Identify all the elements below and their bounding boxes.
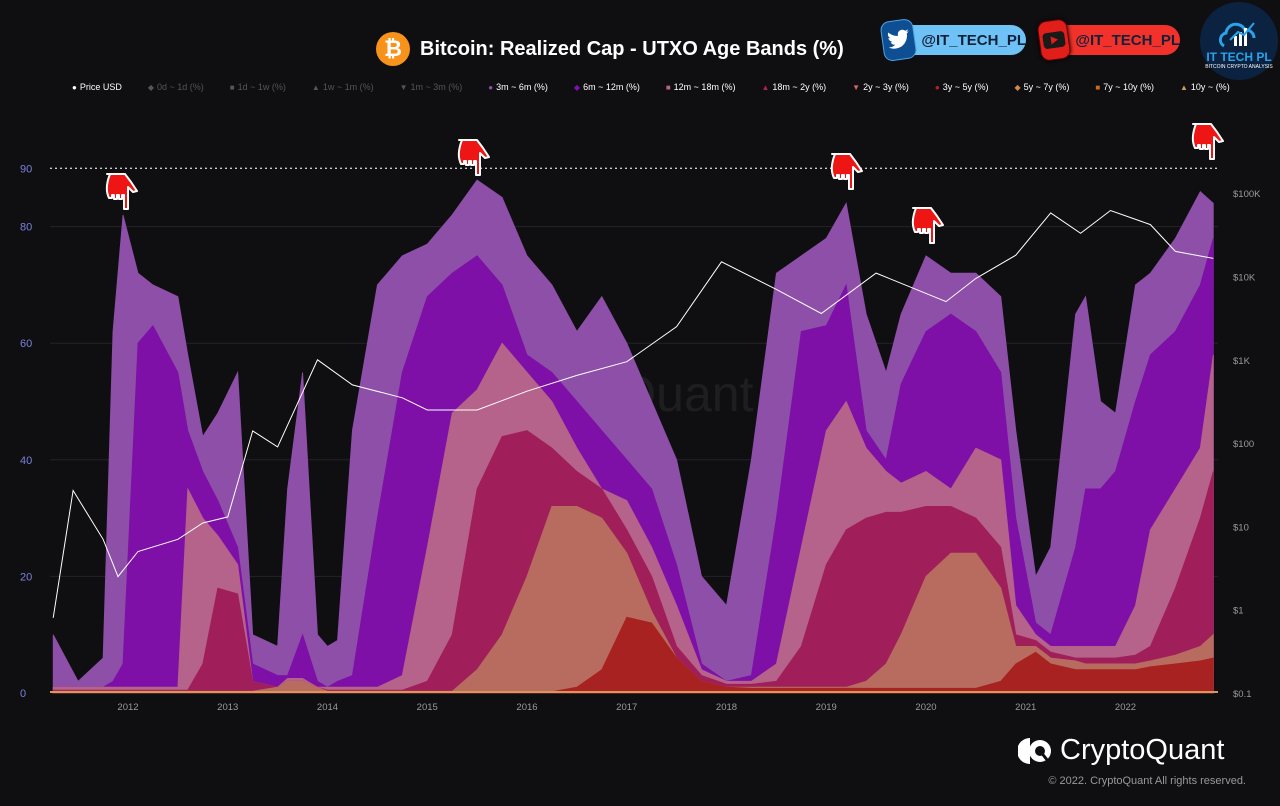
legend-item[interactable]: ▲ 1w ~ 1m (%) xyxy=(312,82,374,92)
legend: ● Price USD ◆ 0d ~ 1d (%) ■ 1d ~ 1w (%) ▲ 1w ~ … xyxy=(72,82,1256,92)
legend-marker-icon: ▲ xyxy=(761,82,770,92)
y-right-tick-label: $0.1 xyxy=(1233,689,1252,700)
youtube-handle: @IT_TECH_PL xyxy=(1075,31,1180,49)
legend-item[interactable]: ▲ 10y ~ (%) xyxy=(1180,82,1230,92)
brand-name: CryptoQuant xyxy=(1060,734,1225,766)
legend-label: 1d ~ 1w (%) xyxy=(237,82,286,92)
legend-label: 7y ~ 10y (%) xyxy=(1103,82,1154,92)
y-left-tick-label: 90 xyxy=(20,163,32,175)
legend-marker-icon: ▲ xyxy=(311,82,320,92)
y-right-tick-label: $1K xyxy=(1233,356,1251,367)
legend-marker-icon: ■ xyxy=(665,82,671,92)
youtube-icon xyxy=(1036,18,1072,62)
y-right-tick-label: $10 xyxy=(1233,522,1249,533)
x-tick-label: 2016 xyxy=(516,702,537,713)
legend-label: 2y ~ 3y (%) xyxy=(863,82,909,92)
legend-marker-icon: ◆ xyxy=(147,82,155,92)
legend-item[interactable]: ● Price USD xyxy=(72,82,122,92)
area-bands xyxy=(50,179,1218,694)
x-tick-label: 2020 xyxy=(915,702,936,713)
logo-subtitle: BITCOIN CRYPTO ANALYSIS xyxy=(1205,64,1273,70)
legend-item[interactable]: ◆ 5y ~ 7y (%) xyxy=(1014,82,1069,92)
y-right-tick-label: $100 xyxy=(1233,439,1254,450)
copyright: © 2022. CryptoQuant All rights reserved. xyxy=(1048,775,1246,787)
price-line-group xyxy=(52,209,1214,618)
legend-marker-icon: ▲ xyxy=(1180,82,1188,92)
pointing-hand-icon xyxy=(457,139,490,176)
y-right-tick-label: $10K xyxy=(1233,273,1256,284)
pointing-hand-icon xyxy=(830,153,863,190)
legend-item[interactable]: ◆ 6m ~ 12m (%) xyxy=(574,82,640,92)
legend-item[interactable]: ▼ 2y ~ 3y (%) xyxy=(852,82,909,92)
pointing-hand-icon xyxy=(1191,123,1224,160)
legend-item[interactable]: ■ 12m ~ 18m (%) xyxy=(666,82,736,92)
x-tick-label: 2017 xyxy=(616,702,637,713)
legend-label: 10y ~ (%) xyxy=(1190,82,1230,92)
legend-label: Price USD xyxy=(79,82,122,92)
legend-item[interactable]: ▼ 1m ~ 3m (%) xyxy=(400,82,463,92)
legend-label: 1w ~ 1m (%) xyxy=(322,82,374,92)
y-left-tick-label: 0 xyxy=(20,688,26,700)
cryptoquant-icon xyxy=(1018,737,1051,764)
logo-text: IT TECH PL xyxy=(1206,50,1272,64)
youtube-badge[interactable]: @IT_TECH_PL xyxy=(1036,18,1180,62)
legend-marker-icon: ▼ xyxy=(399,82,408,92)
legend-item[interactable]: ● 3y ~ 5y (%) xyxy=(935,82,989,92)
legend-label: 1m ~ 3m (%) xyxy=(410,82,463,92)
legend-item[interactable]: ◆ 0d ~ 1d (%) xyxy=(148,82,204,92)
x-tick-label: 2018 xyxy=(716,702,737,713)
legend-marker-icon: ◆ xyxy=(573,82,581,92)
axes: 0 20 40 60 80 90 $0.1 $1 $10 $100 $1K $10K $100K 2012… xyxy=(20,163,1261,713)
y-right-tick-label: $100K xyxy=(1233,189,1261,200)
legend-marker-icon: ● xyxy=(934,82,940,92)
bitcoin-icon: ₿ xyxy=(376,32,410,66)
twitter-icon xyxy=(879,17,918,63)
legend-marker-icon: ■ xyxy=(1095,82,1101,92)
legend-label: 5y ~ 7y (%) xyxy=(1023,82,1070,92)
y-left-tick-label: 40 xyxy=(20,455,32,467)
twitter-handle: @IT_TECH_PL xyxy=(921,31,1026,49)
x-tick-label: 2021 xyxy=(1015,702,1036,713)
twitter-badge[interactable]: @IT_TECH_PL xyxy=(879,17,1026,63)
x-tick-label: 2019 xyxy=(816,702,837,713)
title-text: Bitcoin: Realized Cap - UTXO Age Bands (… xyxy=(420,37,844,60)
price-line xyxy=(52,209,1214,618)
chart-title: ₿ Bitcoin: Realized Cap - UTXO Age Bands… xyxy=(376,32,844,66)
legend-item[interactable]: ● 3m ~ 6m (%) xyxy=(488,82,548,92)
legend-marker-icon: ● xyxy=(72,82,77,92)
cryptoquant-logo: CryptoQuant xyxy=(1018,734,1224,767)
y-left-tick-label: 60 xyxy=(20,338,32,350)
legend-label: 3y ~ 5y (%) xyxy=(942,82,989,92)
legend-marker-icon: ■ xyxy=(229,82,235,92)
legend-label: 3m ~ 6m (%) xyxy=(496,82,548,92)
x-tick-label: 2012 xyxy=(117,702,138,713)
legend-item[interactable]: ■ 7y ~ 10y (%) xyxy=(1095,82,1154,92)
legend-marker-icon: ▼ xyxy=(852,82,861,92)
legend-label: 0d ~ 1d (%) xyxy=(157,82,204,92)
it-tech-pl-logo: IT TECH PL BITCOIN CRYPTO ANALYSIS xyxy=(1200,2,1278,80)
x-tick-label: 2014 xyxy=(317,702,338,713)
legend-item[interactable]: ▲ 18m ~ 2y (%) xyxy=(761,82,826,92)
pointing-hand-icon xyxy=(911,207,944,244)
x-tick-label: 2015 xyxy=(417,702,438,713)
legend-marker-icon: ◆ xyxy=(1014,82,1021,92)
legend-label: 18m ~ 2y (%) xyxy=(772,82,827,92)
y-left-tick-label: 20 xyxy=(20,571,32,583)
cloud-chart-icon xyxy=(1218,22,1256,48)
x-tick-label: 2022 xyxy=(1115,702,1136,713)
x-tick-label: 2013 xyxy=(217,702,238,713)
y-left-tick-label: 80 xyxy=(20,222,32,234)
pointing-hand-icon xyxy=(105,173,138,210)
peak-markers xyxy=(105,123,1224,244)
legend-item[interactable]: ■ 1d ~ 1w (%) xyxy=(230,82,286,92)
legend-label: 12m ~ 18m (%) xyxy=(673,82,736,92)
y-right-tick-label: $1 xyxy=(1233,606,1244,617)
legend-marker-icon: ● xyxy=(488,82,494,92)
legend-label: 6m ~ 12m (%) xyxy=(583,82,640,92)
